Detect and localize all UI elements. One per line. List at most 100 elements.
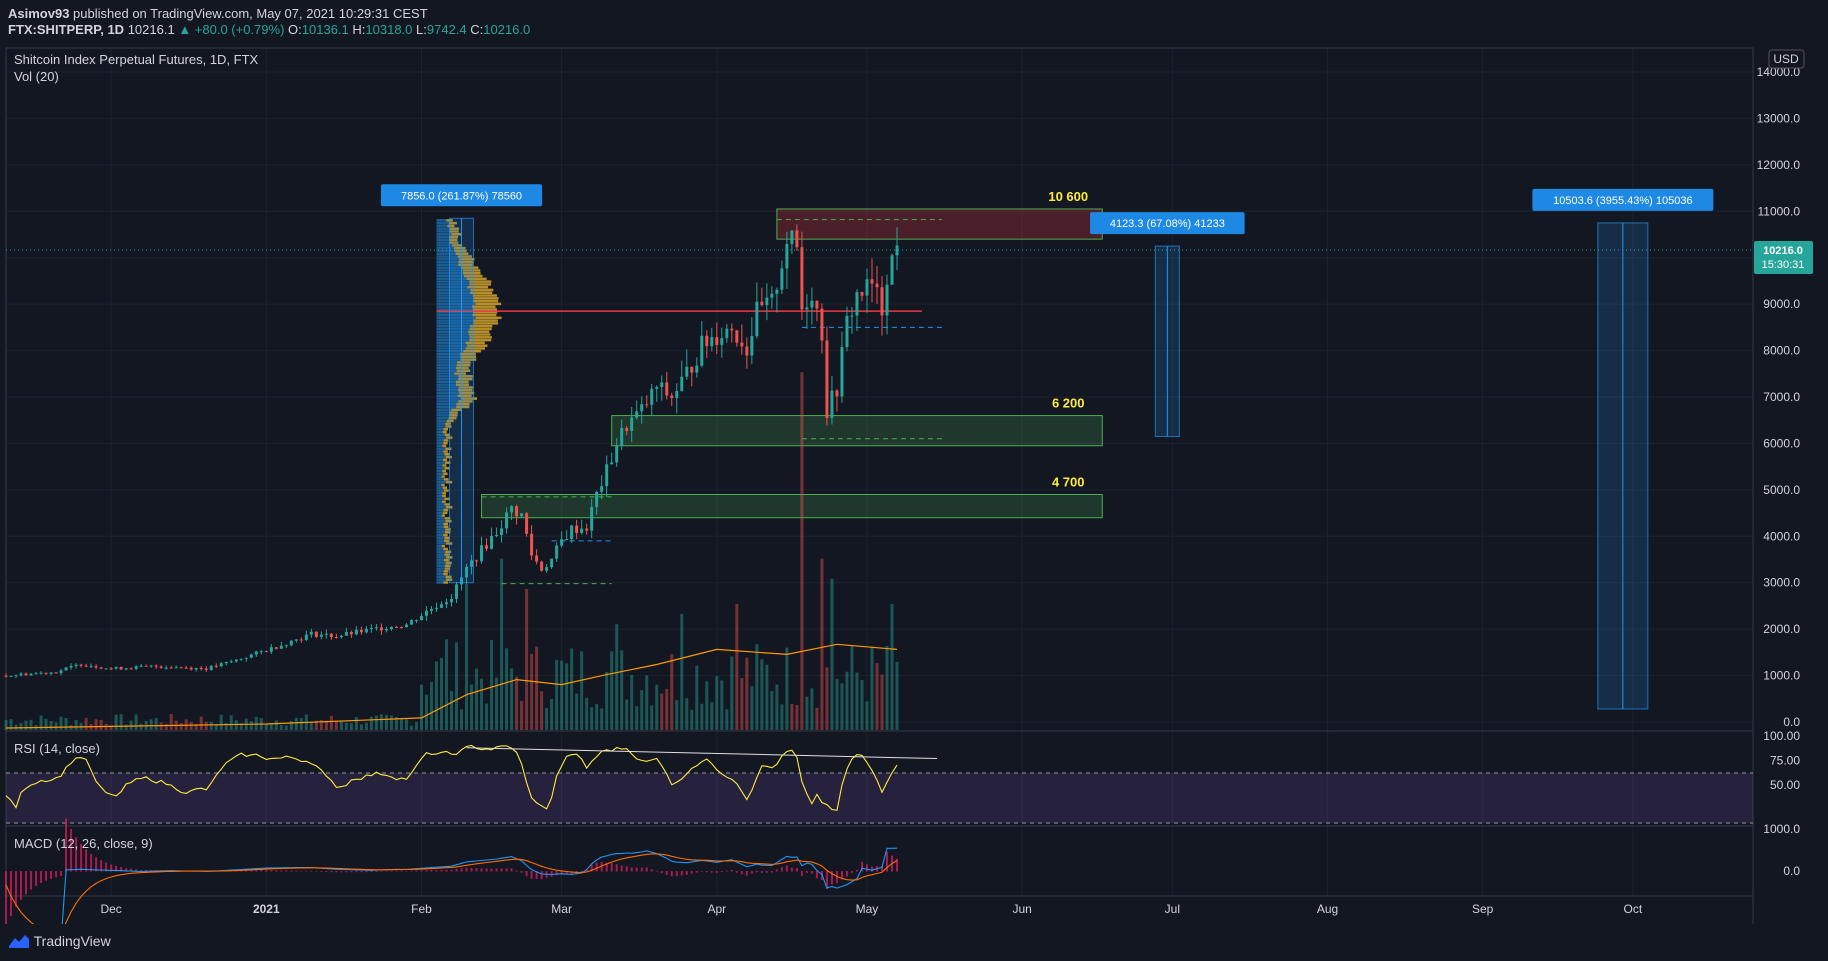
macd-histogram-bar — [870, 866, 873, 872]
macd-title: MACD (12, 26, close, 9) — [14, 836, 153, 851]
chart-canvas[interactable]: 10 600 6 200 4 700 7856.0 (261.87%) 78560 4… — [0, 0, 1828, 924]
profile-bar-down — [447, 224, 455, 228]
profile-bar-down — [445, 561, 452, 565]
candle-body — [700, 335, 704, 366]
currency-box[interactable] — [1768, 49, 1805, 69]
profile-bar-up — [436, 372, 455, 375]
macd-histogram-bar — [881, 865, 884, 872]
volume-bar — [505, 648, 509, 730]
volume-bar — [690, 709, 694, 730]
profile-bar-up — [436, 308, 473, 311]
volume-bar — [555, 659, 559, 730]
volume-bar — [44, 718, 48, 730]
volume-bar — [319, 719, 323, 730]
author[interactable]: Asimov93 — [8, 6, 70, 21]
macd-histogram-bar — [490, 868, 493, 872]
macd-histogram-bar — [500, 868, 503, 872]
candle-body — [64, 667, 68, 671]
volume-bar — [840, 683, 844, 730]
profile-bar-up — [436, 525, 444, 528]
candle-body — [605, 464, 609, 487]
candle-body — [530, 533, 534, 556]
candle-body — [855, 292, 859, 316]
volume-bar — [59, 716, 63, 730]
profile-bar-up — [436, 358, 461, 361]
measure-label-bg — [1090, 212, 1245, 235]
profile-bar-up — [436, 394, 458, 398]
candle-body — [159, 666, 163, 668]
macd-histogram-bar — [105, 862, 108, 872]
volume-bar — [770, 690, 774, 730]
volume-bar — [19, 723, 23, 730]
profile-bar-up — [436, 383, 456, 386]
profile-bar-up — [436, 511, 444, 515]
macd-histogram-bar — [90, 853, 93, 872]
macd-histogram-bar — [615, 864, 618, 872]
macd-histogram-bar — [440, 869, 443, 872]
volume-bar — [29, 719, 33, 730]
volume-ma-line — [5, 643, 898, 729]
candle-body — [810, 300, 814, 308]
profile-bar-down — [472, 294, 497, 297]
profile-bar-up — [436, 258, 460, 261]
candle-body — [359, 629, 363, 633]
macd-histogram-bar — [790, 867, 793, 872]
macd-histogram-bar — [450, 869, 453, 872]
profile-bar-down — [445, 564, 451, 567]
volume-bar — [394, 716, 398, 730]
profile-bar-up — [436, 550, 446, 554]
zone-level-label: 10 600 — [1048, 189, 1088, 204]
profile-bar-up — [436, 233, 452, 236]
macd-histogram-bar — [465, 867, 468, 872]
volume-bar — [595, 704, 599, 730]
price-tick-label: 1000.0 — [1763, 669, 1800, 683]
volume-bar — [645, 675, 649, 730]
candle-body — [795, 230, 799, 248]
volume-bar — [715, 676, 719, 730]
profile-bar-down — [444, 453, 450, 456]
candle-body — [184, 667, 188, 669]
profile-bar-down — [444, 503, 450, 506]
tradingview-logo[interactable]: TradingView — [8, 933, 111, 949]
profile-bar-up — [436, 458, 443, 462]
volume-bar — [655, 684, 659, 730]
profile-bar-up — [436, 336, 470, 339]
time-tick-label: 2021 — [253, 902, 280, 916]
profile-bar-up — [436, 241, 450, 244]
profile-bar-up — [436, 436, 447, 439]
profile-bar-up — [436, 244, 452, 247]
macd-histogram-bar — [800, 871, 803, 876]
price-tick-label: 8000.0 — [1763, 344, 1800, 358]
profile-bar-up — [436, 503, 445, 506]
candle-body — [39, 672, 43, 674]
macd-tick-label: 0.0 — [1783, 864, 1800, 878]
volume-bar — [810, 688, 814, 730]
volume-bar — [865, 701, 869, 730]
profile-bar-up — [436, 288, 471, 292]
profile-bar-up — [436, 519, 446, 523]
candle-body — [244, 657, 248, 659]
candle-body — [9, 675, 13, 677]
candle-body — [890, 255, 894, 285]
candle-body — [845, 315, 849, 348]
profile-bar-down — [458, 260, 473, 264]
profile-bar-up — [436, 486, 443, 489]
volume-bar — [565, 663, 569, 730]
macd-histogram-bar — [125, 867, 128, 872]
candle-body — [334, 637, 338, 639]
profile-bar-down — [455, 383, 469, 386]
candle-body — [29, 673, 33, 676]
macd-histogram-bar — [605, 862, 608, 872]
profile-bar-down — [473, 299, 499, 303]
volume-bar — [94, 719, 98, 730]
volume-bar — [630, 674, 634, 730]
volume-bar — [570, 648, 574, 730]
volume-bar — [450, 691, 454, 730]
profile-bar-down — [449, 238, 458, 242]
volume-bar — [24, 720, 28, 730]
profile-bar-up — [436, 341, 466, 345]
profile-bar-up — [436, 316, 476, 320]
macd-histogram-bar — [886, 851, 889, 872]
candle-body — [710, 337, 714, 347]
profile-bar-up — [436, 528, 446, 531]
